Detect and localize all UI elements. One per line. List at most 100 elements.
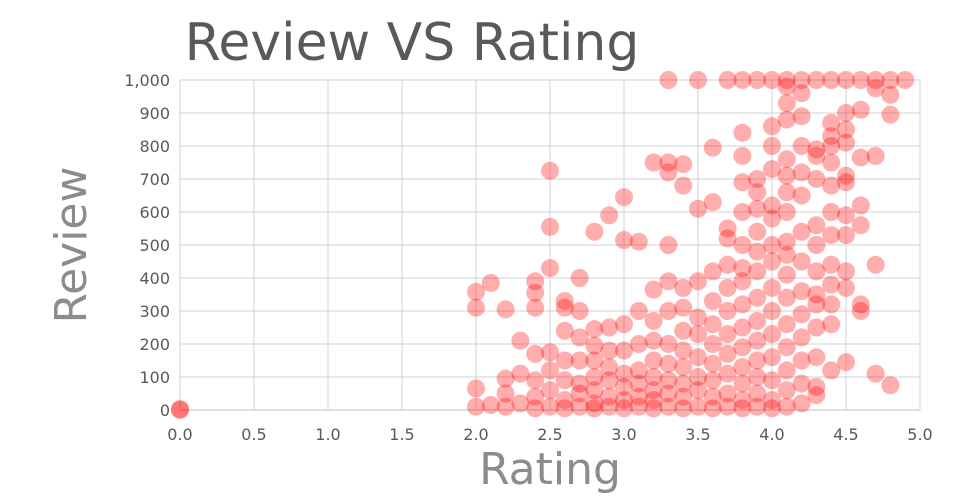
data-point [822,176,841,195]
data-point [733,123,752,142]
data-point [837,353,855,372]
data-point [511,331,530,350]
data-point [777,232,796,251]
data-point [703,354,722,373]
data-point [851,100,870,119]
data-point [171,400,189,419]
data-point [792,374,811,393]
data-point [674,387,693,406]
y-tick-label: 300 [139,302,170,321]
data-point [644,391,663,410]
x-tick-label: 3.5 [685,425,710,444]
data-point [748,331,767,350]
data-point [733,338,752,357]
data-point [807,236,826,254]
data-point [777,203,796,221]
data-points [171,71,915,419]
data-point [689,381,707,400]
x-tick-label: 0.5 [241,425,266,444]
data-point [763,325,781,344]
y-tick-label: 900 [139,104,170,123]
x-tick-label: 4.5 [833,425,858,444]
data-point [792,282,811,301]
data-point [600,206,619,225]
data-point [851,71,870,89]
data-point [615,364,633,383]
data-point [718,384,737,403]
data-point [644,280,663,299]
data-point [659,384,678,403]
data-point [807,146,826,165]
data-point [792,71,811,89]
data-point [659,335,678,353]
data-point [674,321,693,340]
data-point [659,302,678,320]
data-point [807,295,826,314]
data-point [792,394,811,413]
data-point [822,226,841,245]
data-point [703,262,722,281]
data-point [837,278,855,297]
data-point [837,206,855,225]
data-point [822,361,841,380]
data-point [644,311,663,330]
data-point [748,222,767,241]
data-point [467,282,485,301]
data-point [659,153,678,172]
data-point [644,399,663,418]
data-point [496,300,515,319]
data-point [763,117,781,136]
data-point [763,160,781,179]
data-point [629,232,648,251]
data-point [792,107,811,126]
data-point [467,397,485,416]
data-point [777,338,796,357]
y-tick-label: 100 [139,368,170,387]
data-point [777,183,796,202]
data-point [659,236,678,254]
data-point [807,318,826,337]
data-point [541,343,559,362]
data-point [763,278,781,297]
data-point [837,71,855,89]
data-point [807,216,826,235]
data-point [570,374,589,393]
x-tick-label: 2.5 [537,425,562,444]
data-point [851,295,870,314]
data-point [526,387,545,406]
data-point [777,361,796,380]
data-point [541,381,559,400]
data-point [733,146,752,165]
data-point [777,381,796,400]
grid-lines [179,79,921,411]
data-point [777,245,796,264]
data-point [585,368,604,386]
data-point [659,397,678,416]
data-point [600,318,619,337]
data-point [748,170,767,188]
data-point [851,302,870,320]
data-point [763,71,781,89]
y-tick-label: 0 [160,401,170,420]
data-point [807,348,826,367]
data-point [733,391,752,410]
data-point [733,71,752,89]
data-point [703,193,722,212]
data-point [881,376,900,395]
data-point [851,148,870,167]
data-point [526,283,545,302]
y-axis-ticks: 0 100 200 300 400 500 600 700 800 900 1,000 [124,71,170,420]
x-tick-label: 1.0 [315,425,340,444]
data-point [866,364,885,383]
data-point [777,71,796,89]
data-point [792,137,811,155]
data-point [585,399,604,418]
data-point [777,150,796,169]
data-point [526,298,545,317]
data-point [733,236,752,254]
data-point [763,137,781,155]
data-point [703,399,722,418]
data-point [600,341,619,360]
data-point [866,146,885,165]
data-point [763,348,781,367]
